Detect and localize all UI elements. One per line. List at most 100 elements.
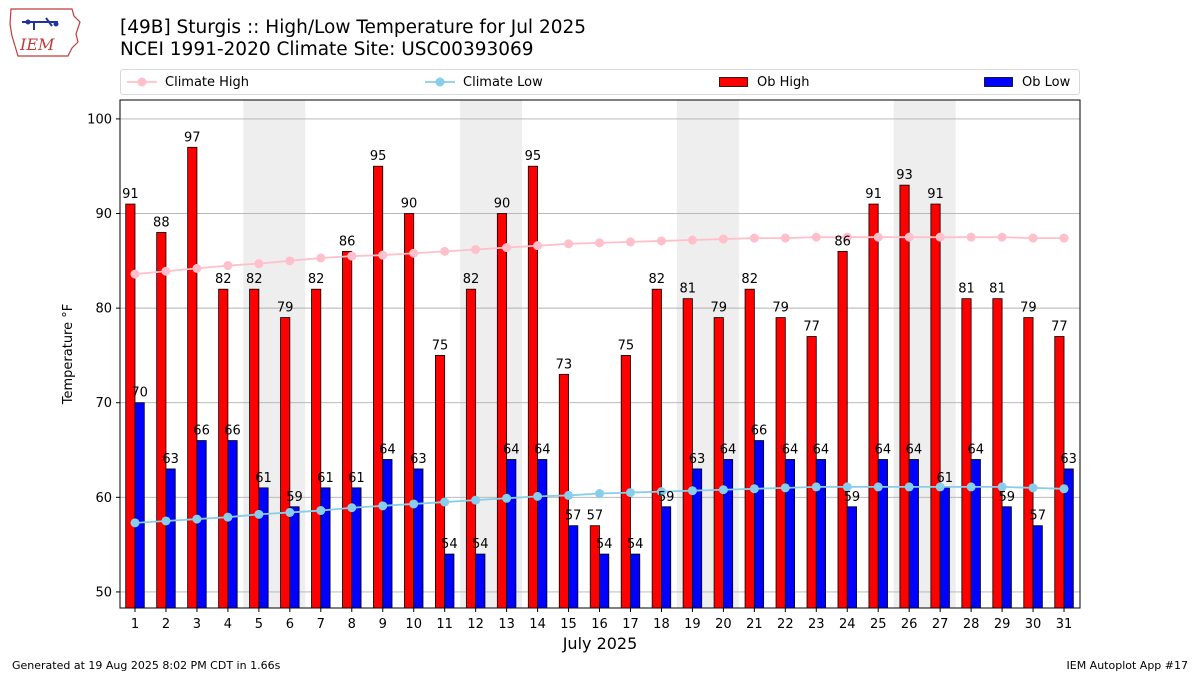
x-tick-label: 27: [932, 617, 949, 632]
ob-low-bar: [475, 553, 486, 609]
ob-low-bar-label: 54: [627, 537, 644, 552]
plot-frame: [119, 99, 1081, 609]
x-tick-label: 7: [317, 617, 325, 632]
iem-logo: IEM: [9, 8, 81, 57]
ob-high-bar-label: 82: [649, 272, 666, 287]
ob-high-bar: [342, 250, 353, 609]
ob-low-bar-label: 54: [472, 537, 489, 552]
ob-low-bar: [722, 459, 734, 609]
y-tick-label: 70: [95, 396, 112, 411]
climate-low-point: [749, 484, 759, 494]
ob-high-bar-label: 95: [370, 149, 387, 164]
x-tick-label: 28: [963, 617, 980, 632]
ob-high-bar: [589, 525, 600, 609]
ob-high-bar: [837, 250, 848, 609]
ob-high-bar-label: 86: [834, 234, 851, 249]
x-tick-label: 19: [684, 617, 701, 632]
x-tick-label: 5: [255, 617, 263, 632]
ob-low-bar-label: 59: [286, 490, 303, 505]
climate-high-point: [564, 239, 574, 249]
ob-high-bar-label: 75: [432, 338, 449, 353]
climate-high-point: [811, 232, 821, 242]
ob-high-bar: [249, 288, 260, 609]
ob-high-bar-label: 75: [618, 338, 635, 353]
climate-high-point: [192, 263, 202, 273]
x-tick-label: 4: [224, 617, 232, 632]
climate-high-marker-icon: [127, 77, 157, 87]
ob-high-bar-label: 81: [680, 282, 697, 297]
climate-low-point: [656, 487, 666, 497]
legend-ob-high: Ob High: [719, 70, 810, 94]
climate-low-point: [595, 489, 605, 499]
ob-low-bar-label: 59: [658, 490, 675, 505]
ob-high-bar: [434, 355, 446, 609]
ob-high-bar-label: 93: [896, 168, 913, 183]
footer-generated: Generated at 19 Aug 2025 8:02 PM CDT in …: [12, 659, 281, 672]
ob-high-swatch-icon: [719, 77, 748, 87]
climate-low-point: [780, 483, 790, 493]
y-tick-label: 100: [87, 112, 112, 127]
ob-low-bar-label: 54: [441, 537, 458, 552]
ob-low-bar-label: 61: [255, 471, 272, 486]
x-tick-label: 24: [839, 617, 856, 632]
ob-high-bar: [404, 213, 415, 609]
ob-low-bar-label: 66: [193, 424, 210, 439]
x-tick-label: 11: [436, 617, 453, 632]
ob-high-bar-label: 79: [772, 301, 789, 316]
ob-low-bar-label: 64: [720, 442, 737, 457]
ob-high-bar: [651, 288, 662, 609]
legend-ob-low-label: Ob Low: [1022, 74, 1071, 90]
climate-high-point: [1059, 233, 1069, 243]
x-tick-label: 30: [1025, 617, 1042, 632]
climate-low-point: [409, 499, 419, 509]
climate-low-point: [347, 503, 357, 513]
x-tick-label: 26: [901, 617, 918, 632]
ob-low-bar: [908, 459, 919, 609]
climate-low-point: [502, 493, 512, 503]
x-tick-label: 17: [622, 617, 639, 632]
gridlines: [120, 118, 1080, 593]
ob-low-bar-label: 57: [1029, 509, 1046, 524]
ob-high-bar: [868, 203, 879, 609]
ob-low-bar-label: 64: [968, 442, 985, 457]
climate-low-point: [842, 482, 852, 492]
title-line-1: [49B] Sturgis :: High/Low Temperature fo…: [120, 17, 587, 38]
ob-high-bar: [496, 213, 508, 609]
ob-low-bar-label: 66: [751, 424, 768, 439]
ob-low-bar-label: 61: [348, 471, 365, 486]
x-tick-label: 23: [808, 617, 825, 632]
climate-low-point: [130, 518, 140, 528]
climate-high-point: [873, 232, 883, 242]
climate-low-point: [1028, 483, 1038, 493]
ob-high-bar: [280, 317, 291, 609]
ob-high-bar-label: 73: [556, 357, 573, 372]
ob-low-bar: [289, 506, 300, 609]
ob-high-bar-label: 97: [184, 130, 201, 145]
ob-high-bar-label: 90: [401, 197, 418, 212]
climate-high-point: [780, 233, 790, 243]
climate-low-point: [161, 516, 171, 526]
ob-low-bar: [351, 487, 362, 609]
ob-low-bar: [661, 506, 672, 609]
weekend-band: [676, 100, 739, 608]
climate-low-point: [285, 507, 295, 517]
weekend-band: [243, 100, 306, 608]
y-tick-label: 80: [95, 302, 112, 317]
ob-high-bar-label: 79: [710, 301, 727, 316]
climate-high-point: [502, 243, 512, 253]
climate-low-point: [223, 512, 233, 522]
climate-low-point: [533, 491, 543, 501]
legend-ob-high-label: Ob High: [757, 74, 810, 90]
ob-high-bar-label: 88: [153, 215, 170, 230]
x-tick-label: 21: [746, 617, 763, 632]
climate-high-point: [842, 232, 852, 242]
ob-low-bar-label: 64: [813, 442, 830, 457]
x-tick-label: 2: [162, 617, 170, 632]
ob-high-bar: [744, 288, 755, 609]
ob-high-bar-label: 86: [339, 234, 356, 249]
ob-high-bar-label: 82: [463, 272, 480, 287]
climate-low-point: [316, 506, 326, 516]
climate-high-point: [533, 241, 543, 251]
